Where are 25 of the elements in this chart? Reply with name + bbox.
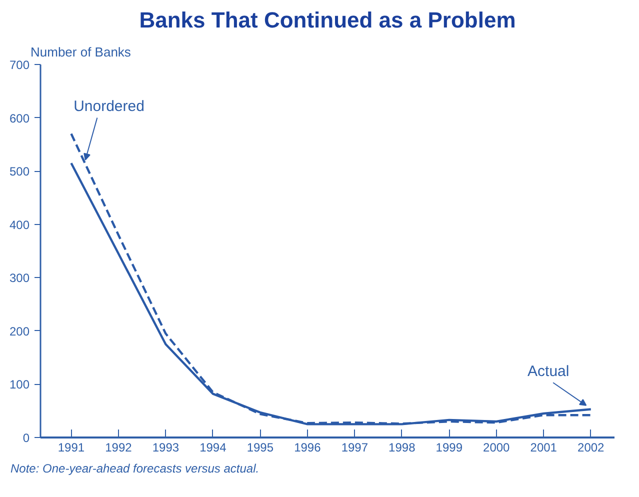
x-tick-label: 1997	[341, 440, 368, 454]
x-tick-label: 2002	[578, 440, 605, 454]
x-tick-label: 2000	[483, 440, 510, 454]
text: Actual	[528, 362, 570, 380]
text: Note: One-year-ahead forecasts versus actual.	[10, 462, 260, 476]
x-tick-label: 1998	[388, 440, 416, 454]
x-tick-label: 1996	[294, 440, 322, 454]
x-tick-label: 1995	[246, 440, 274, 454]
x-tick-label: 2001	[530, 440, 558, 454]
y-axis-title: Number of Banks	[30, 44, 132, 60]
y-tick-label: 400	[9, 218, 30, 232]
y-tick-label: 700	[9, 58, 30, 72]
y-tick-label: 600	[9, 111, 30, 126]
y-tick-label: 300	[9, 271, 30, 286]
x-tick-label: 1992	[105, 440, 132, 454]
x-tick-label: 1991	[58, 440, 85, 454]
x-tick-label: 1999	[436, 440, 463, 454]
series-label: Unordered	[74, 98, 144, 116]
y-tick-label: 200	[9, 324, 30, 338]
y-tick-label: 500	[9, 164, 30, 179]
chart-title: Banks That Continued as a Problem	[139, 8, 516, 32]
x-tick-label: 1994	[200, 440, 227, 454]
y-tick-label: 100	[9, 378, 30, 392]
y-tick-label: 0	[22, 431, 30, 445]
x-tick-label: 1993	[152, 440, 180, 454]
